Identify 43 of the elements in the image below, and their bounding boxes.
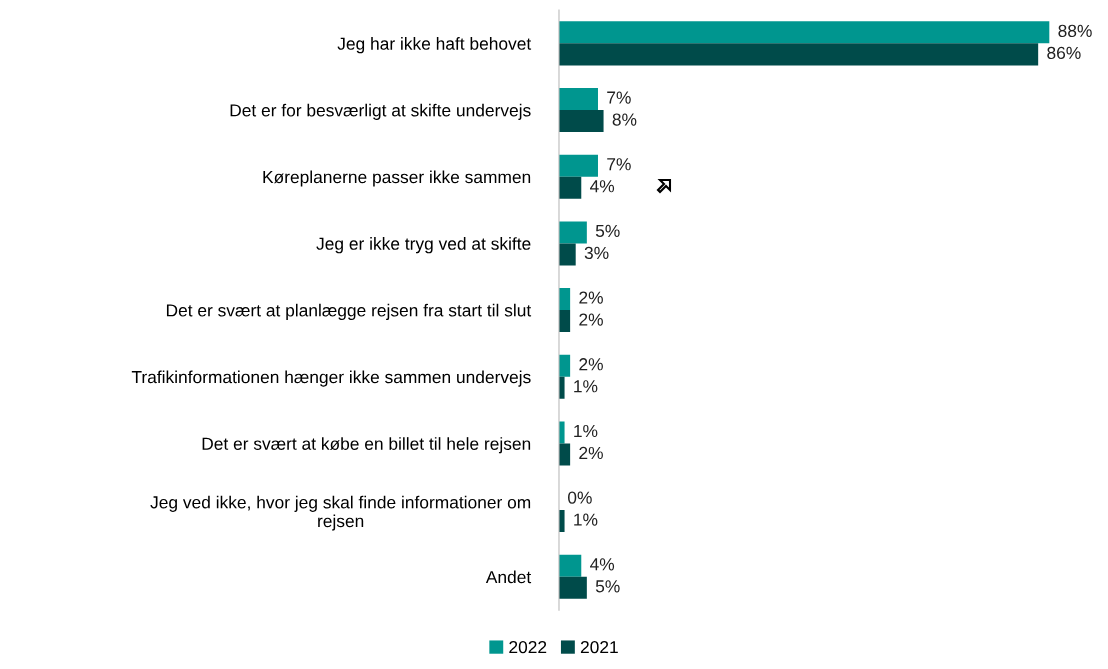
bar: [558, 110, 604, 133]
bar: [558, 88, 598, 111]
data-label: 8%: [612, 113, 637, 126]
legend-label: 2022: [509, 640, 547, 654]
data-label: 0%: [568, 491, 592, 504]
data-label: 1%: [574, 513, 598, 526]
bar: [558, 443, 571, 466]
data-label: 86%: [1047, 46, 1081, 60]
data-label: 2%: [579, 358, 603, 371]
data-label: 4%: [590, 180, 615, 193]
y-tick-label: Det er for besværligt at skifte undervejs: [230, 103, 531, 120]
data-label: 2%: [579, 291, 603, 304]
y-tick-label: Jeg er ikke tryg ved at skifte: [316, 237, 531, 254]
legend-label: 2021: [580, 640, 618, 654]
y-tick-label: Andet: [485, 570, 532, 584]
bar: [558, 354, 571, 377]
data-label: 4%: [590, 558, 615, 571]
bar: [558, 310, 571, 333]
data-label: 5%: [595, 580, 620, 593]
y-tick-label: Det er svært at købe en billet til hele rejsen: [202, 437, 531, 454]
data-label: 2%: [579, 313, 603, 326]
data-label: 7%: [607, 158, 631, 171]
bar: [558, 243, 576, 266]
data-label: 1%: [574, 424, 598, 438]
bar: [558, 554, 582, 577]
data-label: 1%: [574, 380, 598, 393]
bar: [558, 576, 587, 599]
data-label: 3%: [584, 246, 609, 260]
data-label: 88%: [1058, 24, 1092, 38]
bar: [558, 221, 587, 244]
data-label: 5%: [595, 224, 620, 238]
y-tick-label: Jeg har ikke haft behovet: [337, 37, 532, 54]
data-label: 7%: [607, 91, 631, 104]
bar: [558, 176, 582, 199]
y-tick-label: Jeg ved ikke, hvor jeg skal finde informationer om rejsen: [150, 495, 531, 531]
y-tick-label: Køreplanerne passer ikke sammen: [263, 170, 531, 187]
bar: [558, 21, 1050, 44]
bar: [558, 43, 1039, 66]
bar: [558, 154, 598, 177]
y-tick-label: Trafikinformationen hænger ikke sammen undervejs: [131, 370, 531, 387]
y-tick-label: Det er svært at planlægge rejsen fra start til slut: [166, 303, 532, 320]
data-label: 2%: [579, 446, 603, 460]
bar: [558, 288, 571, 311]
